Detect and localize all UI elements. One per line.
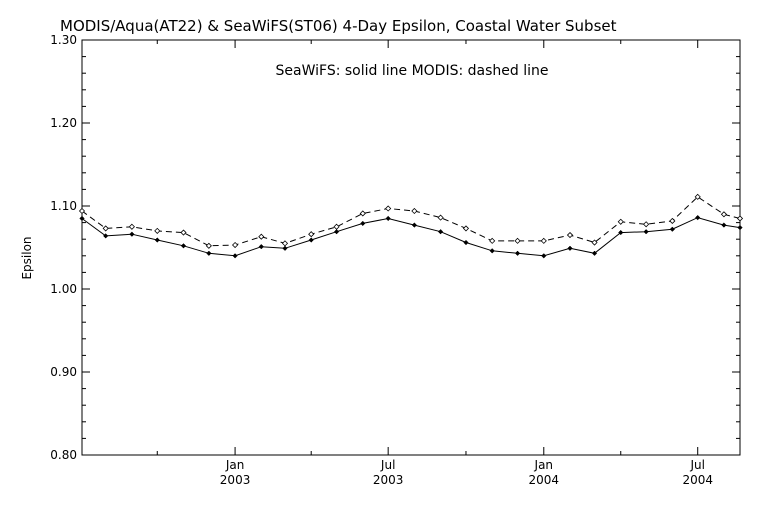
data-point-modis bbox=[591, 239, 598, 246]
data-point-modis bbox=[308, 231, 315, 238]
x-tick-year: 2003 bbox=[373, 473, 404, 487]
legend-annotation: SeaWiFS: solid line MODIS: dashed line bbox=[276, 63, 549, 79]
data-point-seawifs bbox=[695, 214, 701, 221]
data-point-modis bbox=[128, 223, 135, 230]
data-point-seawifs bbox=[154, 237, 160, 243]
y-tick-label: 1.20 bbox=[50, 116, 77, 130]
x-tick-month: Jan bbox=[225, 458, 245, 472]
data-point-modis bbox=[437, 214, 444, 221]
data-point-modis bbox=[540, 237, 547, 244]
data-point-modis bbox=[78, 207, 86, 215]
y-axis-label: Epsilon bbox=[20, 236, 34, 279]
x-tick-month: Jul bbox=[380, 458, 395, 472]
data-point-modis bbox=[281, 240, 289, 247]
data-point-modis bbox=[462, 225, 470, 232]
data-point-seawifs bbox=[258, 244, 264, 250]
data-point-seawifs bbox=[333, 229, 340, 235]
y-tick-label: 1.00 bbox=[50, 282, 77, 296]
data-point-seawifs bbox=[232, 253, 238, 259]
data-point-modis bbox=[102, 225, 109, 232]
data-point-seawifs bbox=[567, 245, 573, 251]
data-point-seawifs bbox=[411, 222, 418, 228]
data-point-modis bbox=[669, 217, 676, 225]
data-point-modis bbox=[489, 237, 496, 244]
data-point-seawifs bbox=[79, 215, 85, 222]
x-tick-month: Jul bbox=[689, 458, 704, 472]
data-point-modis bbox=[258, 233, 265, 240]
y-tick-label: 0.90 bbox=[50, 365, 77, 379]
data-point-seawifs bbox=[737, 224, 743, 231]
data-point-modis bbox=[411, 207, 418, 215]
data-point-seawifs bbox=[385, 215, 391, 222]
data-point-modis bbox=[720, 211, 727, 218]
y-axis: 0.80 0.90 1.00 1.10 1.20 1.30 bbox=[50, 33, 740, 462]
series-group bbox=[78, 193, 744, 259]
x-tick-year: 2004 bbox=[682, 473, 713, 487]
data-point-modis bbox=[617, 218, 624, 225]
series-line-modis bbox=[81, 196, 741, 247]
data-point-modis bbox=[694, 193, 701, 200]
data-point-modis bbox=[514, 237, 521, 244]
data-point-seawifs bbox=[129, 231, 135, 237]
data-point-modis bbox=[566, 231, 574, 239]
x-tick-year: 2004 bbox=[529, 473, 560, 487]
data-point-seawifs bbox=[180, 243, 187, 249]
y-tick-label: 1.10 bbox=[50, 199, 77, 213]
data-point-modis bbox=[359, 210, 366, 217]
data-point-seawifs bbox=[669, 226, 675, 232]
data-point-seawifs bbox=[308, 237, 314, 243]
data-point-modis bbox=[232, 241, 239, 249]
data-point-modis bbox=[205, 242, 212, 249]
x-tick-year: 2003 bbox=[220, 473, 251, 487]
chart-title: MODIS/Aqua(AT22) & SeaWiFS(ST06) 4-Day E… bbox=[60, 17, 617, 35]
y-tick-label: 1.30 bbox=[50, 33, 77, 47]
data-point-modis bbox=[180, 229, 187, 236]
data-point-seawifs bbox=[360, 220, 366, 227]
x-tick-month: Jan bbox=[534, 458, 554, 472]
data-point-seawifs bbox=[206, 250, 212, 256]
data-point-seawifs bbox=[463, 239, 469, 246]
data-point-seawifs bbox=[282, 245, 288, 251]
data-point-seawifs bbox=[103, 233, 109, 239]
plot-frame bbox=[81, 39, 741, 456]
data-point-seawifs bbox=[618, 229, 624, 236]
data-point-seawifs bbox=[541, 253, 547, 259]
data-point-modis bbox=[736, 215, 744, 222]
data-point-modis bbox=[333, 223, 340, 230]
y-tick-label: 0.80 bbox=[50, 448, 77, 462]
data-point-seawifs bbox=[514, 250, 521, 256]
data-point-modis bbox=[154, 227, 161, 234]
data-point-seawifs bbox=[489, 248, 495, 254]
data-point-seawifs bbox=[721, 222, 727, 228]
data-point-seawifs bbox=[437, 229, 444, 235]
data-point-modis bbox=[385, 205, 392, 212]
data-point-seawifs bbox=[591, 250, 598, 256]
data-point-seawifs bbox=[643, 229, 649, 235]
data-point-modis bbox=[643, 221, 650, 228]
